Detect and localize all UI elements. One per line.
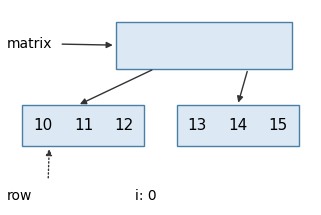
FancyBboxPatch shape bbox=[116, 22, 292, 69]
FancyBboxPatch shape bbox=[177, 105, 299, 146]
Text: 12: 12 bbox=[115, 118, 134, 133]
Text: 10: 10 bbox=[33, 118, 52, 133]
Text: i: 0: i: 0 bbox=[135, 189, 156, 203]
Text: matrix: matrix bbox=[6, 37, 52, 51]
Text: 11: 11 bbox=[74, 118, 93, 133]
Text: 14: 14 bbox=[228, 118, 247, 133]
FancyBboxPatch shape bbox=[22, 105, 144, 146]
Text: 15: 15 bbox=[269, 118, 288, 133]
Text: row: row bbox=[6, 189, 32, 203]
Text: 13: 13 bbox=[187, 118, 207, 133]
